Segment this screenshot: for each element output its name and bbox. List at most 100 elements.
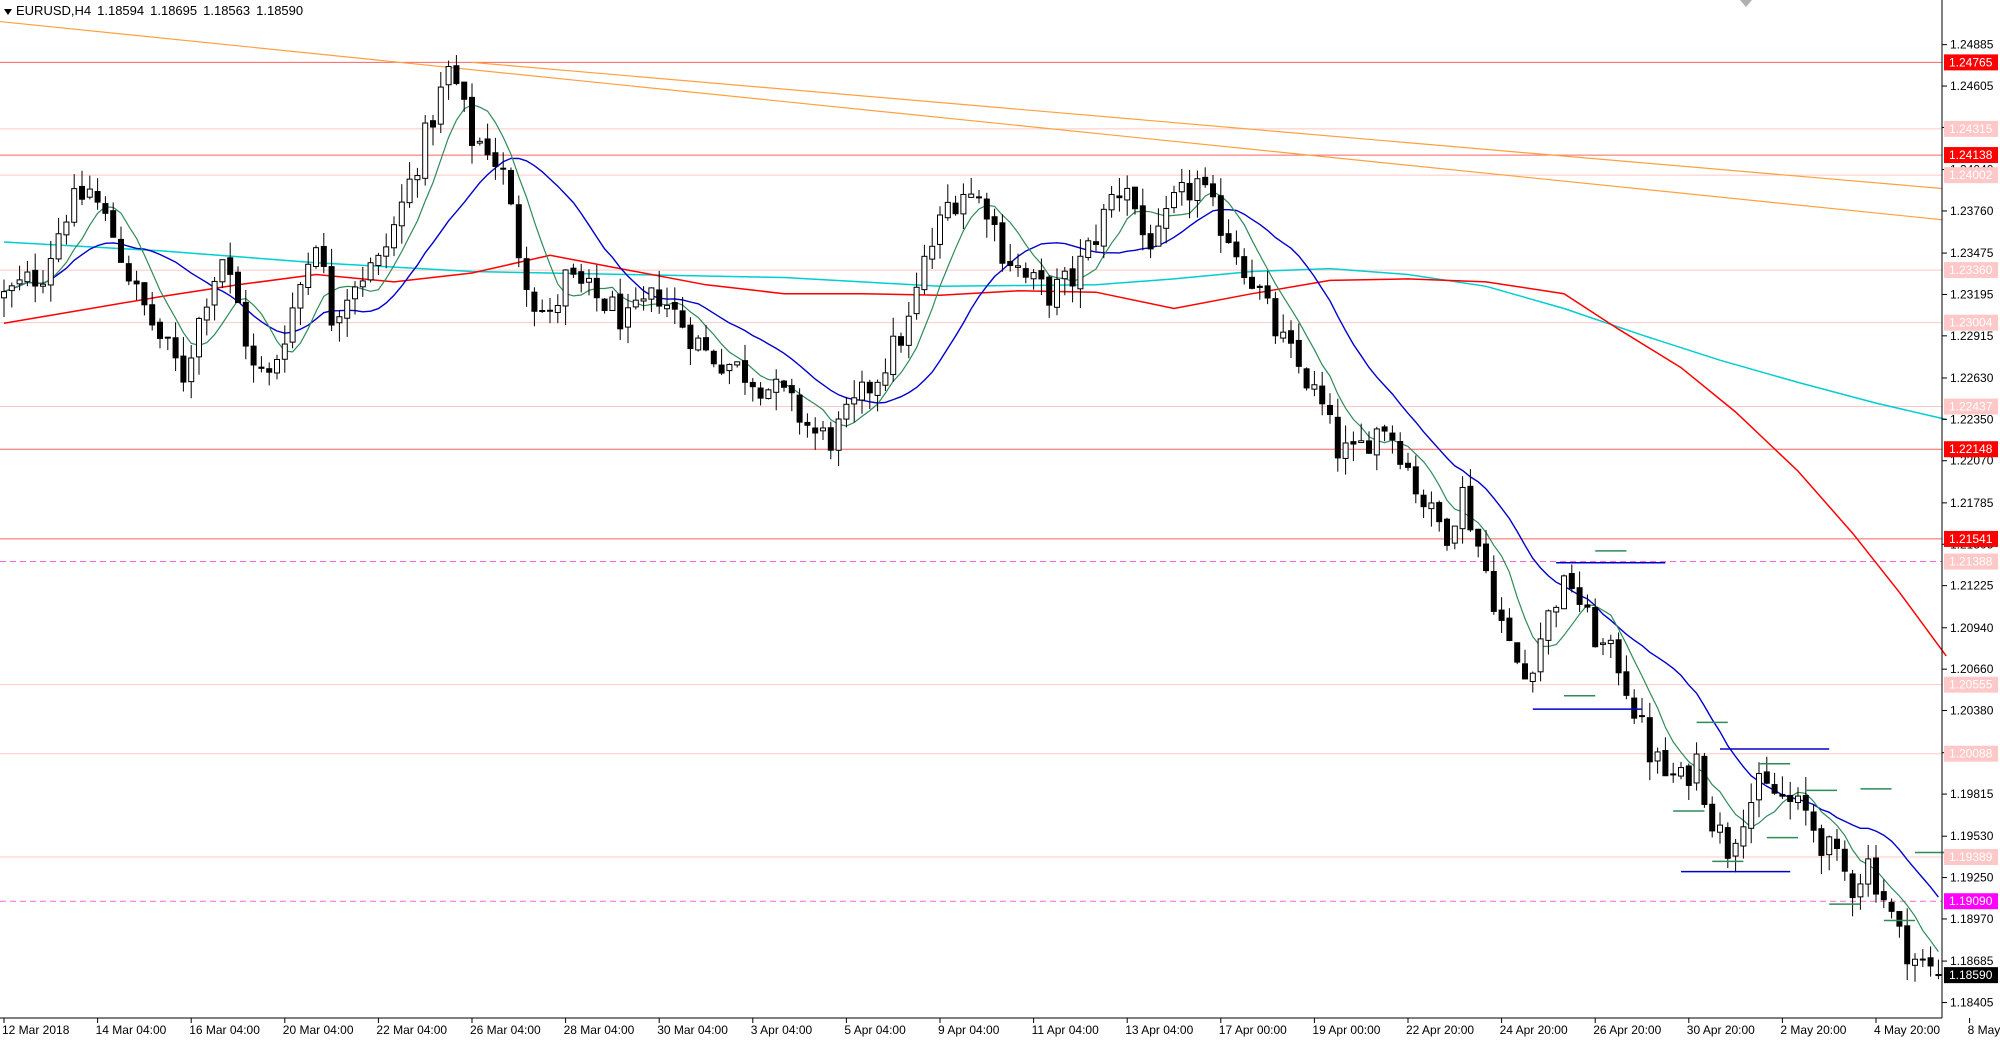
candle-bear xyxy=(172,337,179,359)
close-value: 1.18590 xyxy=(256,3,304,18)
y-tick-label: 1.20660 xyxy=(1950,662,1994,676)
price-badge xyxy=(1944,849,1998,866)
candle-bull xyxy=(8,285,15,292)
x-tick-label: 16 Mar 04:00 xyxy=(189,1023,260,1037)
candle-bull xyxy=(1553,606,1560,613)
candle-bear xyxy=(461,81,468,100)
candle-bull xyxy=(820,427,826,432)
candle-bear xyxy=(1241,256,1248,279)
high-value: 1.18695 xyxy=(150,3,198,18)
x-tick-label: 4 May 20:00 xyxy=(1874,1023,1940,1037)
candle-bear xyxy=(453,65,460,85)
candle-bear xyxy=(1623,671,1630,696)
candle-bear xyxy=(1327,404,1333,416)
candle-bull xyxy=(874,381,881,396)
trendline xyxy=(0,20,1943,221)
candle-bear xyxy=(1147,233,1154,250)
price-badge xyxy=(1944,967,1998,984)
candle-bear xyxy=(1225,233,1232,244)
candle-bear xyxy=(125,263,132,282)
candle-bear xyxy=(149,304,156,326)
price-badge xyxy=(1944,893,1998,910)
dropdown-triangle-icon[interactable] xyxy=(4,8,12,15)
candle-bull xyxy=(383,246,390,257)
candle-bear xyxy=(1046,276,1053,306)
price-badge xyxy=(1944,441,1998,458)
low-value: 1.18563 xyxy=(203,3,251,18)
candle-bull xyxy=(336,316,343,324)
y-tick-label: 1.24885 xyxy=(1950,38,1994,52)
candle-bear xyxy=(578,271,585,284)
candle-bull xyxy=(765,389,772,400)
candle-bull xyxy=(1085,240,1092,258)
candle-bear xyxy=(1873,857,1879,895)
candle-bear xyxy=(1381,426,1388,432)
candle-bear xyxy=(508,169,514,205)
candle-bull xyxy=(1428,502,1435,510)
candle-bull xyxy=(305,263,312,288)
candle-bull xyxy=(1561,575,1567,610)
candle-bull xyxy=(648,287,655,300)
scroll-marker-icon xyxy=(1740,0,1752,7)
candle-bull xyxy=(1280,331,1287,339)
candle-bear xyxy=(500,167,507,170)
open-value: 1.18594 xyxy=(97,3,145,18)
x-tick-label: 12 Mar 2018 xyxy=(2,1023,70,1037)
candle-bull xyxy=(1100,208,1107,247)
candle-bull xyxy=(609,296,616,312)
candle-bull xyxy=(1529,672,1536,682)
candle-bear xyxy=(1670,773,1677,776)
candle-bull xyxy=(1607,639,1614,645)
y-tick-label: 1.22630 xyxy=(1950,371,1994,385)
candle-bull xyxy=(188,357,195,383)
candle-bull xyxy=(1194,178,1201,202)
candle-bear xyxy=(687,324,694,350)
candle-bear xyxy=(601,298,608,311)
candle-bear xyxy=(749,381,756,388)
x-tick-label: 26 Mar 04:00 xyxy=(470,1023,541,1037)
ma-long-line xyxy=(3,241,1947,421)
candle-bull xyxy=(1077,255,1084,290)
candle-bear xyxy=(32,269,39,287)
price-badge-label: 1.18590 xyxy=(1949,968,1993,982)
candle-bear xyxy=(866,381,873,394)
candle-bear xyxy=(1896,911,1903,927)
x-tick-label: 26 Apr 20:00 xyxy=(1593,1023,1661,1037)
x-tick-label: 30 Apr 20:00 xyxy=(1687,1023,1755,1037)
candle-bull xyxy=(890,335,897,376)
candle-bull xyxy=(695,337,702,351)
y-tick-label: 1.22915 xyxy=(1950,329,1994,343)
candle-bull xyxy=(859,381,865,401)
candle-bull xyxy=(1826,836,1833,856)
candle-bear xyxy=(1186,182,1193,201)
candle-bear xyxy=(788,385,795,394)
candle-bear xyxy=(1849,873,1856,899)
y-tick-label: 1.19250 xyxy=(1950,871,1994,885)
candle-bear xyxy=(796,394,803,423)
candle-bear xyxy=(94,190,101,203)
candle-bull xyxy=(1717,824,1723,833)
x-tick-label: 24 Apr 20:00 xyxy=(1500,1023,1568,1037)
candle-bull xyxy=(1178,182,1185,193)
candle-bull xyxy=(1678,767,1684,777)
candle-bear xyxy=(1724,827,1731,859)
candle-bear xyxy=(1810,811,1817,831)
candle-bear xyxy=(1568,573,1575,590)
candle-bear xyxy=(469,96,475,146)
candle-bear xyxy=(703,337,709,351)
x-tick-label: 9 Apr 04:00 xyxy=(938,1023,1000,1037)
candle-bear xyxy=(656,289,663,307)
y-tick-label: 1.22350 xyxy=(1950,412,1994,426)
price-badge-label: 1.20088 xyxy=(1949,747,1993,761)
candle-bear xyxy=(141,282,148,306)
candle-bull xyxy=(63,221,70,236)
x-tick-label: 20 Mar 04:00 xyxy=(283,1023,354,1037)
candle-bear xyxy=(1834,838,1840,850)
candle-bear xyxy=(1249,276,1255,289)
candle-bear xyxy=(1927,957,1934,967)
candle-bull xyxy=(281,343,288,360)
candle-bear xyxy=(102,203,109,214)
candle-bull xyxy=(944,201,951,219)
candle-bull xyxy=(554,305,561,314)
